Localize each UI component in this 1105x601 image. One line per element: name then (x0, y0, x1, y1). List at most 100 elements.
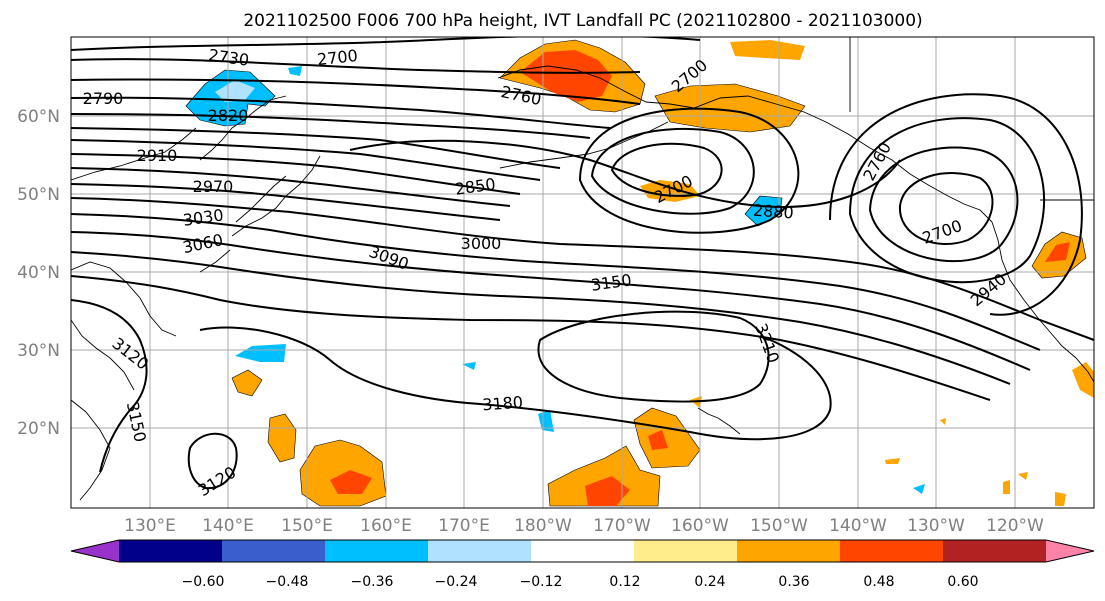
lon-label: 170°W (593, 516, 651, 536)
contour-2880 (71, 139, 541, 181)
longitude-labels: 130°E 140°E 150°E 160°E 170°E 180°W 170°… (124, 516, 1044, 536)
contour-label: 2970 (193, 177, 234, 196)
lon-label: 160°E (360, 516, 412, 536)
colorbar-tick: −0.48 (266, 574, 309, 590)
ivt-positive-patch-alaska-north (730, 40, 805, 60)
ivt-positive-patch-small-j (940, 418, 946, 425)
contour-label: 3000 (461, 234, 502, 253)
lon-label: 150°E (281, 516, 333, 536)
contour-low-2790-east (898, 172, 994, 245)
lon-label: 130°W (907, 516, 965, 536)
contour-label: 2910 (137, 146, 178, 165)
lon-label: 140°W (829, 516, 887, 536)
colorbar-tick: 0.60 (947, 574, 978, 590)
colorbar-tick: 0.36 (778, 574, 809, 590)
ivt-positive-patch-small-i (1018, 472, 1028, 480)
contour-2940-east (829, 93, 1083, 316)
map-area: 2730 2700 2790 2820 2760 2700 2910 2970 … (71, 37, 1094, 508)
ivt-positive-patch-baja (1072, 362, 1094, 398)
colorbar-tick: 0.48 (863, 574, 894, 590)
contour-low-2760-center (578, 107, 800, 234)
contour-2790 (71, 96, 611, 129)
coastline-north-america (991, 221, 1094, 383)
colorbar-segment (222, 540, 326, 562)
coastline-japan (199, 155, 321, 273)
colorbar-outline (70, 539, 1095, 563)
lon-label: 130°E (124, 516, 176, 536)
ivt-positive-patch-tropics-c (547, 445, 661, 507)
ivt-strong-patch-tropics-d (648, 430, 668, 450)
colorbar-segment (325, 540, 429, 562)
lon-label: 120°W (986, 516, 1044, 536)
contour-2820 (71, 113, 591, 139)
contour-3150 (71, 299, 148, 473)
colorbar-tick: −0.60 (182, 574, 225, 590)
contour-2730 (71, 58, 641, 74)
contour-3120 (71, 275, 991, 401)
contour-2910 (71, 153, 521, 195)
contour-low-2700-center (610, 142, 723, 197)
coastline-kuril (235, 175, 287, 223)
lon-label: 180°W (514, 516, 572, 536)
contour-2970 (71, 183, 501, 221)
contour-3060 (71, 231, 1031, 371)
contour-2760 (71, 78, 641, 105)
contour-3180 (199, 326, 832, 441)
contour-3120-closed (187, 432, 238, 490)
contour-low-2760-east (868, 146, 1019, 263)
colorbar-tick: −0.36 (351, 574, 394, 590)
contour-2850 (71, 127, 561, 169)
colorbar-segment (71, 540, 119, 562)
ivt-positive-patch-tropics-d (633, 407, 701, 469)
height-contours (71, 37, 1094, 490)
contour-low-2730-center (590, 127, 755, 215)
lon-label: 170°E (438, 516, 490, 536)
ivt-positive-patch-small-h (1055, 492, 1066, 506)
colorbar-tick-labels: −0.60 −0.48 −0.36 −0.24 −0.12 0.12 0.24 … (182, 574, 979, 590)
contour-3090 (71, 251, 1011, 385)
lat-label: 60°N (17, 107, 60, 127)
ivt-negative-patch-west (235, 344, 286, 362)
lon-label: 160°W (671, 516, 729, 536)
contour-2940 (71, 167, 511, 207)
ivt-positive-patch-tropics-west (231, 369, 263, 397)
contour-label: 2880 (752, 201, 794, 223)
ivt-weak-negative-kamchatka (215, 80, 255, 102)
border-canada (849, 37, 1094, 201)
ivt-strong-patch-tropics-b (330, 470, 372, 494)
map-frame (70, 36, 1095, 509)
contour-label: 3180 (482, 393, 524, 415)
contour-low-2730-east (848, 117, 1045, 284)
ivt-positive-patch-small-g (1003, 480, 1010, 494)
lat-label: 20°N (17, 419, 60, 439)
ivt-negative-patch-northeast (744, 195, 783, 227)
colorbar-segment (943, 540, 1047, 562)
latitude-labels: 60°N 50°N 40°N 30°N 20°N (17, 107, 60, 439)
coastline-alaska (497, 65, 993, 223)
colorbar-tick: −0.12 (520, 574, 563, 590)
colorbar-segment (1046, 540, 1094, 562)
contour-label: 2820 (208, 106, 249, 125)
contour-3030 (71, 213, 1041, 351)
lat-label: 30°N (17, 341, 60, 361)
ivt-negative-patch-small2 (538, 410, 554, 432)
colorbar: −0.60 −0.48 −0.36 −0.24 −0.12 0.12 0.24 … (70, 539, 1095, 590)
colorbar-segment (428, 540, 532, 562)
coastline-hawaii (697, 407, 741, 435)
lat-label: 40°N (17, 263, 60, 283)
contour-label: 2700 (316, 46, 358, 69)
contour-2850-wave (349, 139, 901, 208)
colorbar-tick: −0.24 (435, 574, 478, 590)
colorbar-segment (531, 540, 635, 562)
colorbar-segment (737, 540, 841, 562)
colorbar-tick: 0.12 (609, 574, 640, 590)
lon-label: 140°E (202, 516, 254, 536)
figure-title: 2021102500 F006 700 hPa height, IVT Land… (243, 11, 922, 31)
ivt-positive-patch-small-f (885, 458, 900, 464)
lon-label: 150°W (750, 516, 808, 536)
ivt-negative-patch-dot1 (288, 66, 302, 76)
contour-2700-north (71, 37, 701, 51)
ivt-negative-patch-small3 (913, 484, 925, 494)
contour-label: 2790 (83, 89, 124, 108)
